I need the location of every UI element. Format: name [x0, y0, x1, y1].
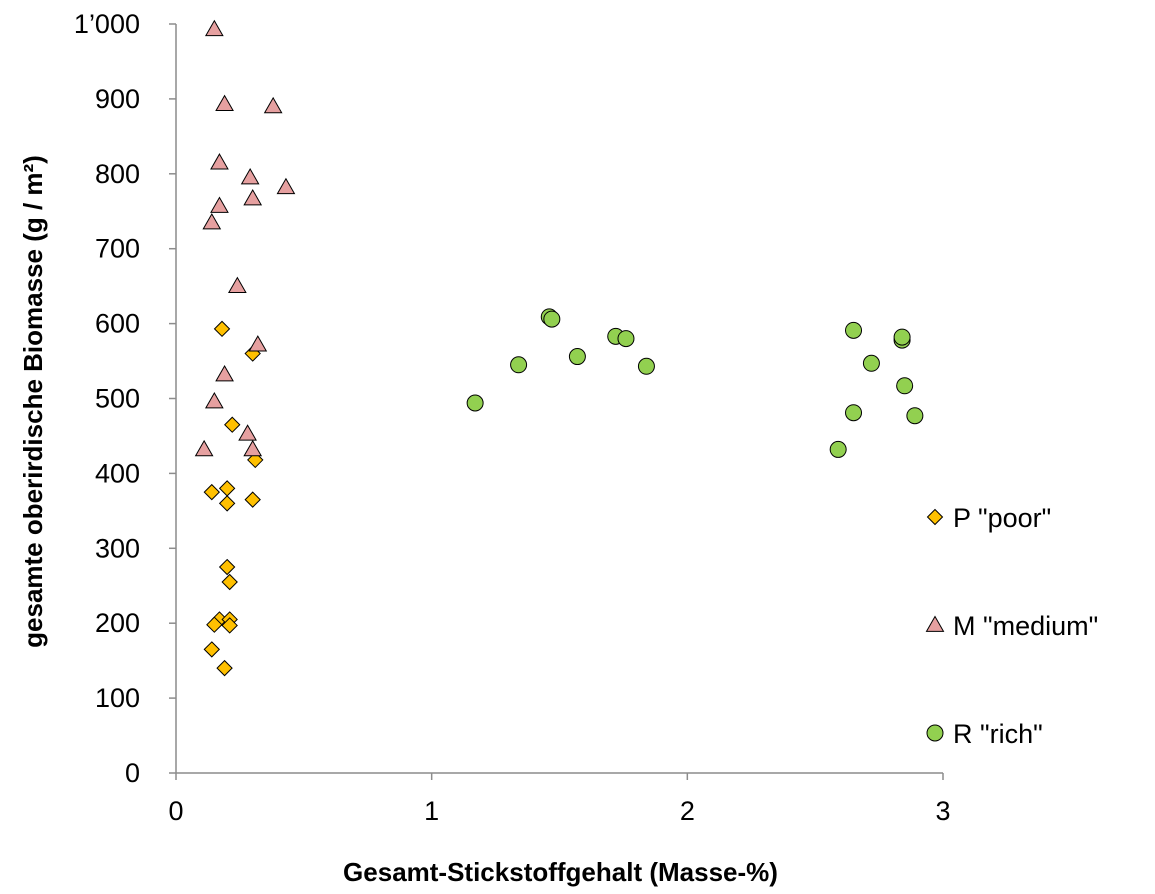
y-tick-label: 100 [95, 683, 140, 713]
y-tick-label: 200 [95, 608, 140, 638]
data-point [845, 321, 863, 339]
data-point [213, 320, 231, 338]
data-point [215, 365, 234, 382]
data-point [276, 177, 296, 195]
y-tick-label: 300 [95, 533, 140, 563]
data-point [215, 94, 234, 112]
y-tick-label: 900 [95, 84, 140, 114]
data-point [218, 480, 236, 497]
data-point [896, 377, 914, 395]
legend-item: P "poor" [926, 503, 1051, 533]
y-tick-label: 1’000 [74, 9, 140, 39]
x-tick-label: 0 [168, 796, 183, 826]
y-tick-label: 0 [125, 758, 140, 788]
data-point [194, 439, 214, 457]
legend-marker-diamond [926, 508, 944, 526]
data-point [862, 354, 880, 372]
data-point [221, 573, 238, 591]
x-tick-label: 2 [680, 796, 695, 826]
data-point [263, 96, 283, 114]
data-point [243, 439, 263, 457]
data-point [238, 424, 257, 441]
data-point [248, 335, 268, 352]
legend-marker-triangle [925, 615, 945, 632]
x-axis-title: Gesamt-Stickstoffgehalt (Masse-%) [343, 857, 778, 887]
data-point [210, 196, 229, 213]
data-point [218, 558, 236, 576]
legend: P "poor" M "medium" R "rich" [925, 503, 1098, 749]
data-point [637, 357, 655, 375]
x-ticks: 0 1 2 3 [168, 773, 951, 826]
legend-item: M "medium" [925, 611, 1098, 641]
y-axis-title: gesamte oberirdische Biomasse (g / m²) [18, 155, 48, 648]
data-point [845, 404, 863, 422]
data-point [244, 491, 261, 508]
data-point [568, 348, 586, 366]
y-tick-label: 400 [95, 458, 140, 488]
legend-label: R "rich" [953, 719, 1043, 749]
y-tick-label: 600 [95, 309, 140, 339]
data-point [206, 616, 223, 633]
data-point [203, 483, 221, 501]
series-circle [466, 308, 924, 458]
data-point [224, 416, 241, 433]
y-tick-label: 800 [95, 159, 140, 189]
legend-label: M "medium" [953, 611, 1098, 641]
data-point [906, 407, 924, 425]
data-point [466, 394, 484, 412]
data-points [194, 19, 924, 677]
y-tick-label: 500 [95, 384, 140, 414]
data-point [543, 310, 561, 328]
series-diamond [203, 320, 264, 677]
data-point [227, 276, 247, 294]
data-point [202, 212, 222, 230]
data-point [240, 168, 260, 185]
data-point [893, 328, 911, 346]
x-tick-label: 3 [935, 796, 950, 826]
data-point [203, 641, 221, 658]
series-triangle [194, 19, 296, 457]
data-point [204, 391, 224, 409]
data-point [221, 617, 238, 634]
axes [175, 24, 943, 774]
data-point [829, 440, 847, 458]
legend-marker-circle [926, 724, 944, 742]
data-point [210, 153, 229, 170]
y-tick-label: 700 [95, 234, 140, 264]
x-tick-label: 1 [424, 796, 439, 826]
data-point [617, 330, 635, 348]
data-point [510, 356, 528, 374]
data-point [204, 19, 224, 37]
legend-item: R "rich" [926, 719, 1043, 749]
data-point [243, 189, 263, 206]
y-ticks: 0 100 200 300 400 500 600 700 800 900 1’000 [74, 9, 176, 788]
data-point [218, 495, 236, 512]
legend-label: P "poor" [953, 503, 1051, 533]
data-point [216, 659, 233, 677]
